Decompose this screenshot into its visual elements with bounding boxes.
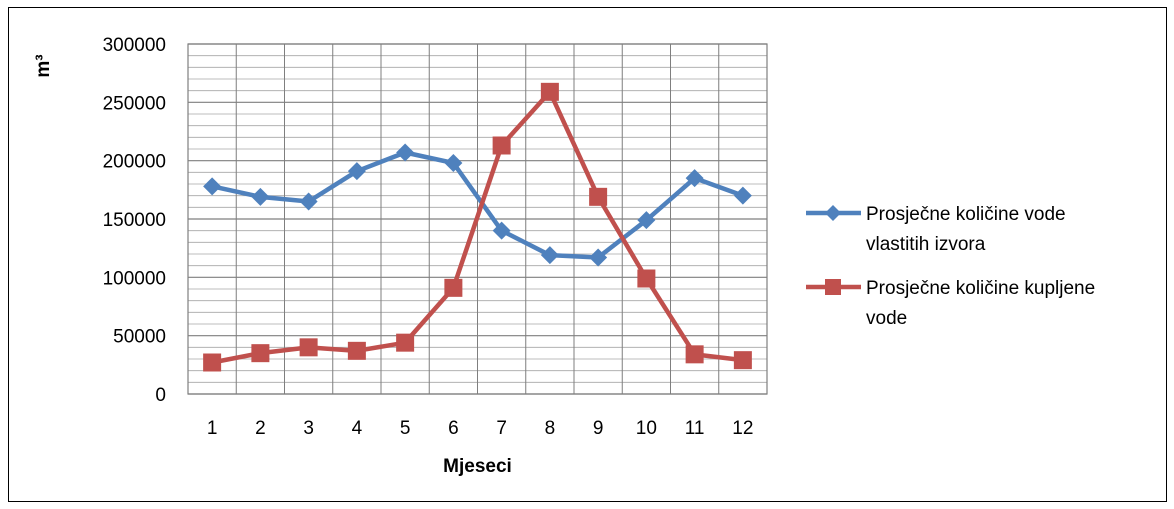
- series-1: [203, 143, 752, 267]
- data-point: [540, 246, 559, 265]
- data-point: [685, 169, 704, 188]
- y-tick-label: 250000: [103, 93, 166, 114]
- x-tick-label: 9: [593, 418, 604, 439]
- legend-marker: [825, 205, 841, 221]
- legend-label: vode: [866, 308, 907, 329]
- plot-area-border: [187, 43, 768, 395]
- data-point: [444, 278, 463, 297]
- x-tick-label: 8: [545, 418, 556, 439]
- y-tick-label: 200000: [103, 152, 166, 173]
- legend-label: Prosječne količine vode: [866, 204, 1066, 225]
- data-point: [589, 187, 608, 206]
- y-tick-label: 150000: [103, 210, 166, 231]
- plot-grid: [187, 43, 768, 395]
- x-tick-label: 4: [352, 418, 363, 439]
- data-point: [347, 341, 366, 360]
- y-tick-label: 100000: [103, 268, 166, 289]
- data-point: [637, 211, 656, 230]
- chart-frame: [8, 7, 1167, 502]
- data-point: [492, 221, 511, 240]
- x-tick-label: 10: [636, 418, 657, 439]
- x-tick-label: 2: [255, 418, 266, 439]
- x-tick-label: 1: [207, 418, 218, 439]
- x-tick-label: 11: [685, 418, 705, 439]
- y-tick-label: 0: [155, 385, 166, 406]
- data-point: [299, 338, 318, 357]
- y-tick-label: 50000: [113, 327, 166, 348]
- data-point: [347, 162, 366, 181]
- data-point: [733, 351, 752, 370]
- data-point: [203, 353, 222, 372]
- data-point: [299, 192, 318, 211]
- data-point: [637, 269, 656, 288]
- x-tick-label: 7: [496, 418, 507, 439]
- x-axis-ticks: 1 2 3 4 5 6 7 8 9 10 11 12: [207, 418, 754, 439]
- legend-label: vlastitih izvora: [866, 234, 986, 255]
- data-point: [396, 143, 415, 162]
- data-point: [251, 344, 270, 363]
- x-tick-label: 6: [448, 418, 459, 439]
- y-tick-label: 300000: [103, 35, 166, 56]
- x-tick-label: 12: [732, 418, 753, 439]
- series-layer: [203, 82, 752, 372]
- x-tick-label: 5: [400, 418, 411, 439]
- y-axis-title: m³: [33, 54, 54, 77]
- data-point: [251, 187, 270, 206]
- legend-label: Prosječne količine kupljene: [866, 278, 1095, 299]
- data-point: [396, 333, 415, 352]
- data-point: [733, 186, 752, 205]
- data-point: [203, 177, 222, 196]
- data-point: [492, 136, 511, 155]
- legend-item-2: Prosječne količine kupljene vode: [806, 278, 1095, 329]
- legend-marker: [825, 279, 841, 295]
- data-point: [444, 154, 463, 172]
- legend-item-1: Prosječne količine vode vlastitih izvora: [806, 204, 1066, 255]
- x-tick-label: 3: [303, 418, 314, 439]
- series-2: [203, 82, 752, 372]
- data-point: [589, 248, 608, 267]
- data-point: [540, 82, 559, 101]
- x-axis-title: Mjeseci: [443, 456, 512, 477]
- y-axis-ticks: 0 50000 100000 150000 200000 250000 300000: [103, 35, 166, 406]
- data-point: [685, 345, 704, 364]
